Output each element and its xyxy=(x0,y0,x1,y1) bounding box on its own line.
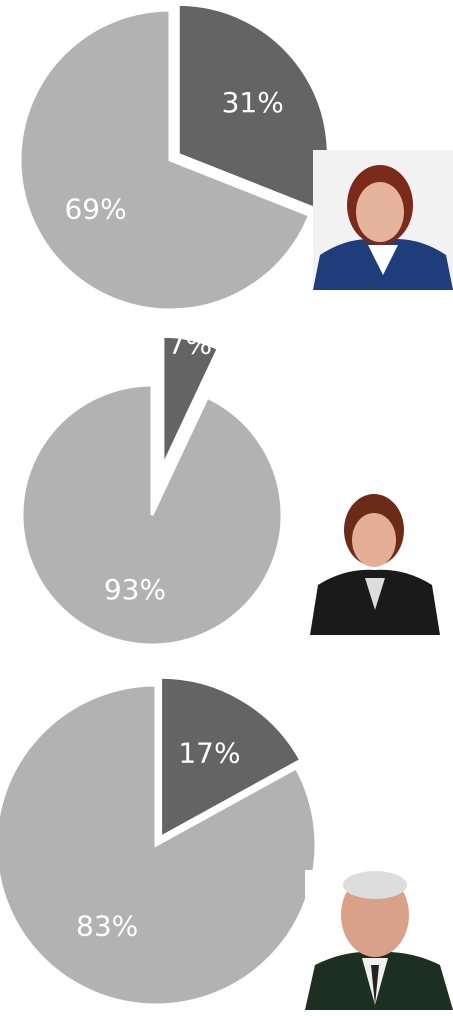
data-label: 69% xyxy=(64,193,126,226)
data-label: 7% xyxy=(168,328,212,361)
portrait xyxy=(310,494,440,635)
data-label: 83% xyxy=(76,910,138,943)
pie-chart: 7% 93% xyxy=(20,328,284,647)
pie-chart: 17% 83% xyxy=(0,675,318,1007)
pie-slice xyxy=(161,334,221,467)
pie-slice xyxy=(18,8,312,312)
pie-slice xyxy=(159,675,303,840)
pie-chart: 31% 69% xyxy=(18,2,330,312)
data-label: 17% xyxy=(178,737,240,770)
pie-slice xyxy=(20,383,284,647)
portrait xyxy=(313,150,453,290)
data-label: 93% xyxy=(104,573,166,606)
portrait xyxy=(305,870,453,1010)
data-label: 31% xyxy=(222,86,284,119)
